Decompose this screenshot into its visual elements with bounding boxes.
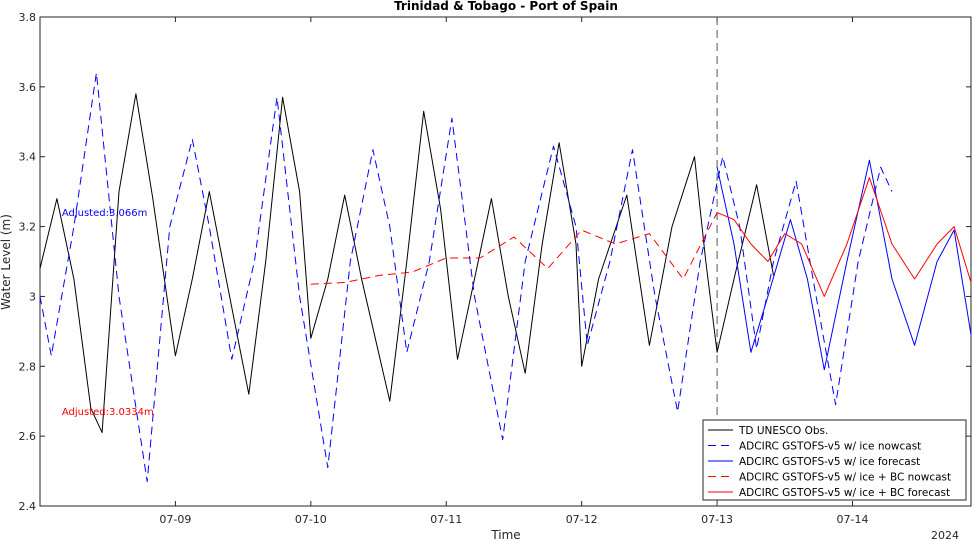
y-tick-label: 3.6 [19, 81, 37, 94]
y-tick-label: 3 [29, 290, 36, 303]
series-line-5 [716, 177, 972, 297]
x-tick-label: 07-14 [837, 513, 869, 526]
chart-title: Trinidad & Tobago - Port of Spain [394, 0, 618, 13]
annotations: Adjusted:3.066m Adjusted:3.0334m [62, 208, 154, 418]
series-layer [39, 72, 972, 482]
y-axis-ticks: 2.4 2.6 2.8 3 3.2 3.4 3.6 3.8 [19, 11, 971, 513]
plot-frame [39, 16, 972, 507]
y-tick-label: 3.4 [19, 151, 37, 164]
series-line-1 [39, 93, 774, 434]
x-axis-label: Time [490, 528, 520, 541]
y-tick-label: 2.8 [19, 360, 37, 373]
x-tick-label: 07-09 [159, 513, 191, 526]
plot-area [39, 16, 972, 507]
x-tick-label: 07-10 [295, 513, 327, 526]
legend-entry: TD UNESCO Obs. [738, 425, 828, 437]
x-tick-label: 07-11 [430, 513, 462, 526]
legend-entry: ADCIRC GSTOFS-v5 w/ ice + BC nowcast [739, 472, 951, 484]
legend: TD UNESCO Obs. ADCIRC GSTOFS-v5 w/ ice no… [702, 419, 967, 501]
y-tick-label: 2.4 [19, 500, 37, 513]
x-tick-label: 07-12 [566, 513, 598, 526]
series-line-3 [716, 159, 972, 371]
adjusted-annotation: Adjusted:3.066m [62, 208, 148, 219]
y-tick-label: 3.2 [19, 221, 37, 234]
legend-entry: ADCIRC GSTOFS-v5 w/ ice + BC forecast [739, 487, 950, 499]
legend-box [702, 419, 967, 501]
year-label: 2024 [931, 529, 959, 541]
legend-entry: ADCIRC GSTOFS-v5 w/ ice forecast [739, 456, 920, 468]
y-tick-label: 3.8 [19, 11, 37, 24]
legend-entry: ADCIRC GSTOFS-v5 w/ ice nowcast [739, 441, 921, 453]
y-tick-label: 2.6 [19, 430, 37, 443]
y-axis-label: Water Level (m) [0, 214, 13, 310]
adjusted-annotation: Adjusted:3.0334m [62, 407, 154, 418]
series-line-2 [39, 72, 893, 482]
x-axis-ticks: 07-09 07-10 07-11 07-12 07-13 07-14 [159, 17, 868, 526]
series-line-4 [310, 212, 718, 285]
x-tick-label: 07-13 [701, 513, 733, 526]
